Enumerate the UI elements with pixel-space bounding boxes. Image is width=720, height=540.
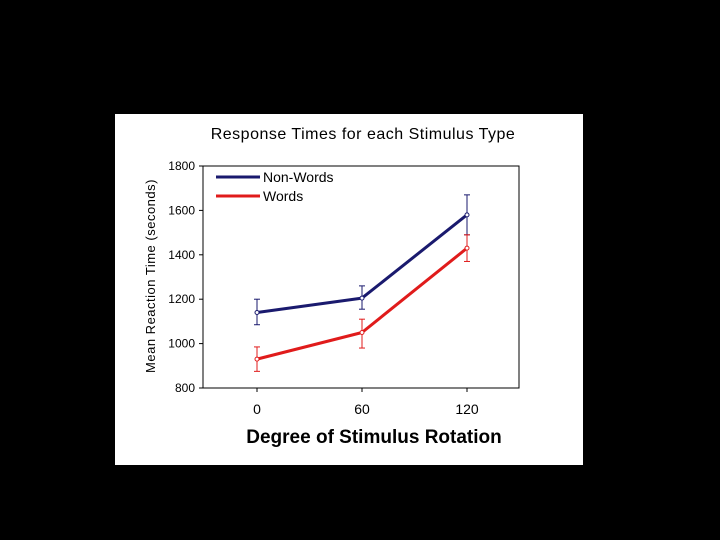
data-point bbox=[359, 330, 365, 335]
data-point bbox=[464, 245, 470, 251]
legend-label: Words bbox=[263, 188, 303, 204]
y-tick-label: 1600 bbox=[168, 203, 195, 217]
legend: Non-Words Words bbox=[216, 169, 334, 204]
y-tick-label: 1000 bbox=[168, 337, 195, 351]
x-axis-label: Degree of Stimulus Rotation bbox=[246, 427, 501, 448]
y-tick-label: 1400 bbox=[168, 248, 195, 262]
data-point bbox=[254, 310, 260, 316]
series-words bbox=[254, 234, 470, 372]
chart-panel: Response Times for each Stimulus Type Me… bbox=[115, 114, 583, 465]
y-tick-label: 800 bbox=[175, 381, 195, 395]
data-point bbox=[464, 212, 470, 218]
data-point bbox=[359, 295, 365, 301]
x-tick-label: 0 bbox=[253, 401, 261, 417]
line-chart: Response Times for each Stimulus Type Me… bbox=[143, 126, 520, 448]
axis-ticks: 800 1000 1200 1400 1600 1800 0 60 120 bbox=[168, 159, 479, 417]
series-layer bbox=[254, 194, 470, 372]
x-tick-label: 120 bbox=[455, 401, 479, 417]
y-tick-label: 1200 bbox=[168, 292, 195, 306]
data-point bbox=[254, 356, 260, 362]
y-tick-label: 1800 bbox=[168, 159, 195, 173]
series-non-words bbox=[254, 194, 470, 326]
plot-area-frame bbox=[202, 165, 520, 389]
y-axis-label: Mean Reaction Time (seconds) bbox=[143, 179, 158, 373]
x-tick-label: 60 bbox=[354, 401, 370, 417]
legend-label: Non-Words bbox=[263, 169, 334, 185]
chart-title: Response Times for each Stimulus Type bbox=[211, 126, 516, 143]
